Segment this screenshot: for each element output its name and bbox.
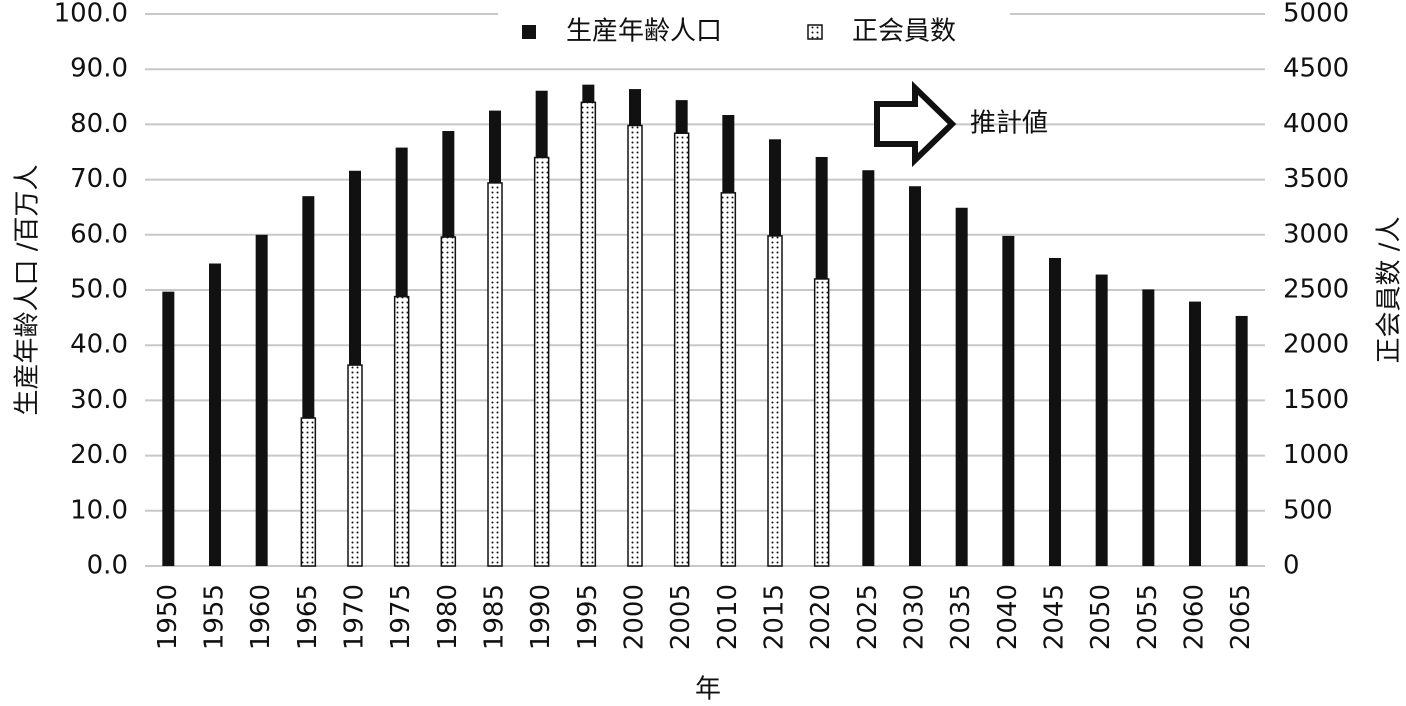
arrow [874, 80, 957, 168]
y2-tick-label: 4000 [1283, 109, 1349, 139]
member-bar [673, 132, 690, 567]
x-tick-label: 2020 [806, 584, 836, 650]
member-bar [533, 156, 550, 567]
y2-tick-label: 5000 [1283, 0, 1349, 29]
y2-axis-label: 正会員数 /人 [1375, 216, 1405, 363]
member-bar [347, 364, 363, 567]
x-tick-label: 2040 [993, 584, 1023, 650]
y-tick-label: 30.0 [70, 385, 128, 415]
x-tick-label: 2010 [713, 584, 743, 650]
population-bar [1049, 257, 1061, 566]
y2-tick-label: 2500 [1283, 275, 1349, 305]
x-tick-label: 1950 [153, 584, 183, 650]
population-bar [1142, 289, 1155, 566]
x-tick-label: 1990 [526, 584, 556, 650]
population-bar [1235, 315, 1248, 566]
y-tick-label: 60.0 [70, 219, 128, 249]
member-bar [627, 124, 643, 567]
x-tick-label: 1975 [386, 584, 416, 650]
y-tick-label: 100.0 [54, 0, 128, 29]
y2-tick-label: 0 [1283, 551, 1300, 581]
member-bar [440, 236, 457, 567]
member-bar [720, 192, 737, 567]
y-tick-label: 80.0 [70, 109, 128, 139]
population-bar [1189, 301, 1201, 566]
y2-tick-label: 500 [1283, 495, 1333, 525]
legend-box [498, 12, 1010, 52]
population-bar [1095, 274, 1108, 566]
x-tick-label: 1985 [480, 584, 510, 650]
x-tick-label: 1965 [293, 584, 323, 650]
x-tick-label: 2060 [1180, 584, 1210, 650]
population-bar [862, 170, 875, 566]
population-bar [255, 234, 268, 567]
population-bar [955, 207, 968, 566]
x-tick-label: 2030 [900, 584, 930, 650]
x-tick-label: 2005 [666, 584, 696, 650]
y2-tick-label: 1500 [1283, 385, 1349, 415]
y-tick-label: 90.0 [70, 54, 128, 84]
annotation: 推計値 [970, 109, 1048, 139]
legend-label: 正会員数 [852, 17, 956, 47]
x-tick-label: 2025 [853, 584, 883, 650]
x-tick-label: 2050 [1086, 584, 1116, 650]
x-tick-label: 2015 [760, 584, 790, 650]
y2-tick-label: 1000 [1283, 440, 1349, 470]
member-bar [487, 182, 503, 567]
x-tick-label: 2045 [1040, 584, 1070, 650]
y-tick-label: 20.0 [70, 440, 128, 470]
x-tick-label: 1970 [340, 584, 370, 650]
y-tick-label: 10.0 [70, 495, 128, 525]
y2-tick-label: 2000 [1283, 330, 1349, 360]
y-tick-label: 50.0 [70, 275, 128, 305]
y-tick-label: 0.0 [87, 551, 128, 581]
member-bar [580, 101, 597, 567]
x-axis-label: 年 [695, 675, 721, 705]
x-tick-label: 1995 [573, 584, 603, 650]
legend-label: 生産年齢人口 [566, 17, 722, 47]
y2-tick-label: 3500 [1283, 164, 1349, 194]
population-bar [209, 263, 221, 566]
x-tick-label: 2035 [946, 584, 976, 650]
member-bar [300, 417, 317, 567]
y2-tick-label: 3000 [1283, 219, 1349, 249]
member-bar [813, 278, 830, 567]
population-bar [909, 186, 921, 566]
y2-tick-label: 4500 [1283, 54, 1349, 84]
x-tick-label: 1980 [433, 584, 463, 650]
x-tick-label: 1960 [246, 584, 276, 650]
y-axis-label: 生産年齢人口 /百万人 [13, 164, 43, 415]
y-tick-label: 70.0 [70, 164, 128, 194]
y-tick-label: 40.0 [70, 330, 128, 360]
legend-swatch [807, 24, 823, 40]
x-tick-label: 2000 [620, 584, 650, 650]
member-bar [393, 295, 410, 567]
x-tick-label: 1955 [200, 584, 230, 650]
population-bar [1002, 235, 1015, 567]
member-bar [767, 235, 783, 567]
x-tick-label: 2055 [1133, 584, 1163, 650]
population-bar [162, 291, 175, 566]
x-tick-label: 2065 [1226, 584, 1256, 650]
legend-swatch [522, 25, 536, 39]
